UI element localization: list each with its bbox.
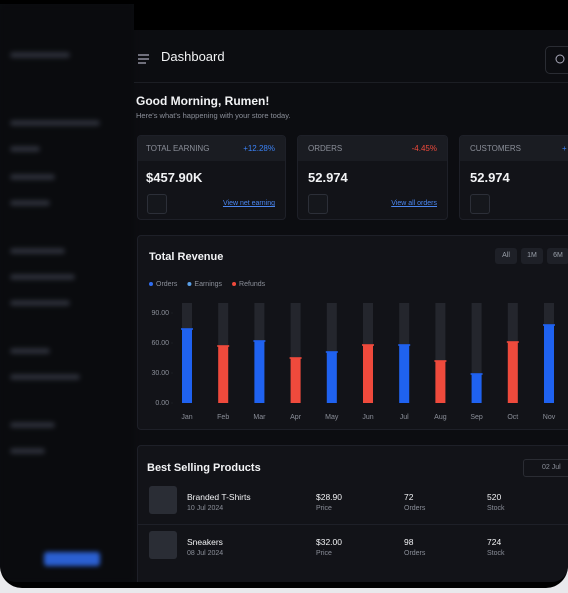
customers-card: CUSTOMERS + 52.974 xyxy=(459,135,568,220)
bar xyxy=(399,345,410,403)
product-orders: 98 xyxy=(404,537,414,547)
bar xyxy=(435,361,446,403)
product-date: 10 Jul 2024 xyxy=(187,505,224,512)
bar-cap xyxy=(253,340,266,342)
sidebar xyxy=(0,4,134,582)
x-tick-label: Apr xyxy=(290,414,302,421)
bar xyxy=(290,358,301,403)
search-button[interactable] xyxy=(545,46,568,74)
bar-cap xyxy=(543,324,555,326)
legend-label: Earnings xyxy=(194,281,222,288)
product-name: Sneakers xyxy=(187,537,223,547)
product-price-label: Price xyxy=(316,505,332,512)
x-tick-label: Aug xyxy=(434,414,447,421)
bar xyxy=(471,374,482,403)
bar-cap xyxy=(506,341,519,343)
bar-cap xyxy=(325,351,338,353)
product-date: 08 Jul 2024 xyxy=(187,550,224,557)
legend-marker xyxy=(187,282,192,286)
product-price: $28.90 xyxy=(316,492,342,502)
x-tick-label: Sep xyxy=(470,414,483,421)
bar xyxy=(326,352,337,403)
bar-cap xyxy=(217,345,230,347)
card-label: CUSTOMERS xyxy=(470,144,521,153)
product-image xyxy=(149,531,177,559)
card-link[interactable]: View all orders xyxy=(391,200,437,207)
row-divider xyxy=(138,524,568,525)
products-panel: Best Selling Products 02 Jul Branded T-S… xyxy=(137,445,568,582)
range-button[interactable]: 6M xyxy=(547,248,568,264)
product-name: Branded T-Shirts xyxy=(187,492,251,502)
greeting-title: Good Morning, Rumen! xyxy=(136,94,270,108)
bar-track xyxy=(471,303,482,403)
y-tick-label: 60.00 xyxy=(151,340,169,347)
product-orders-label: Orders xyxy=(404,550,426,557)
revenue-chart: Total Revenue Orders Earnings Refunds 0.00 3… xyxy=(149,251,556,421)
bar-cap xyxy=(362,344,374,346)
product-orders-label: Orders xyxy=(404,505,426,512)
x-tick-label: Jul xyxy=(400,414,409,421)
card-label: ORDERS xyxy=(308,144,343,153)
orders-card: ORDERS -4.45% 52.974 View all orders xyxy=(297,135,448,220)
bar xyxy=(544,325,554,403)
product-image xyxy=(149,486,177,514)
card-link[interactable]: View net earning xyxy=(222,200,275,207)
bar-cap xyxy=(289,357,302,359)
range-button[interactable]: All xyxy=(495,248,517,264)
card-value: $457.90K xyxy=(146,170,203,185)
bar-cap xyxy=(470,373,483,375)
y-tick-label: 30.00 xyxy=(151,370,169,377)
legend-marker xyxy=(232,282,237,286)
legend-label: Orders xyxy=(156,281,178,288)
chart-title: Total Revenue xyxy=(149,251,223,263)
product-orders: 72 xyxy=(404,492,414,502)
range-button[interactable]: 1M xyxy=(521,248,543,264)
bar xyxy=(254,341,265,403)
card-value: 52.974 xyxy=(308,170,348,185)
date-picker[interactable]: 02 Jul xyxy=(523,459,568,477)
bar xyxy=(218,346,229,403)
x-tick-label: May xyxy=(325,414,339,421)
bar xyxy=(363,345,373,403)
card-change: + xyxy=(562,144,567,153)
page-title: Dashboard xyxy=(161,49,225,64)
bar-cap xyxy=(434,360,447,362)
legend-label: Refunds xyxy=(239,281,266,288)
greeting-subtitle: Here's what's happening with your store … xyxy=(136,111,291,120)
x-tick-label: Mar xyxy=(253,414,266,421)
revenue-panel: Total Revenue Orders Earnings Refunds 0.00 3… xyxy=(137,235,568,430)
x-tick-label: Nov xyxy=(543,414,556,421)
bar-cap xyxy=(398,344,411,346)
card-label: TOTAL EARNING xyxy=(146,144,210,153)
products-title: Best Selling Products xyxy=(147,462,261,474)
x-tick-label: Jan xyxy=(181,414,192,421)
legend-marker xyxy=(149,282,153,286)
bar-cap xyxy=(181,328,193,330)
earning-card: TOTAL EARNING +12.28% $457.90K View net … xyxy=(137,135,286,220)
product-price: $32.00 xyxy=(316,537,342,547)
card-change: -4.45% xyxy=(411,144,437,153)
screen: Dashboard Good Morning, Rumen! Here's wh… xyxy=(0,4,568,582)
bar xyxy=(182,329,192,403)
product-stock: 520 xyxy=(487,492,502,502)
bar-track xyxy=(435,303,446,403)
card-change: +12.28% xyxy=(243,144,275,153)
product-stock-label: Stock xyxy=(487,505,505,512)
product-stock: 724 xyxy=(487,537,502,547)
y-tick-label: 0.00 xyxy=(155,400,169,407)
product-stock-label: Stock xyxy=(487,550,505,557)
top-bar xyxy=(134,4,568,30)
x-tick-label: Jun xyxy=(362,414,373,421)
menu-icon[interactable] xyxy=(136,51,152,67)
x-tick-label: Feb xyxy=(217,414,229,421)
bar xyxy=(507,342,518,403)
x-tick-label: Oct xyxy=(507,414,518,421)
card-value: 52.974 xyxy=(470,170,510,185)
product-price-label: Price xyxy=(316,550,332,557)
bar-track xyxy=(290,303,301,403)
y-tick-label: 90.00 xyxy=(151,310,169,317)
